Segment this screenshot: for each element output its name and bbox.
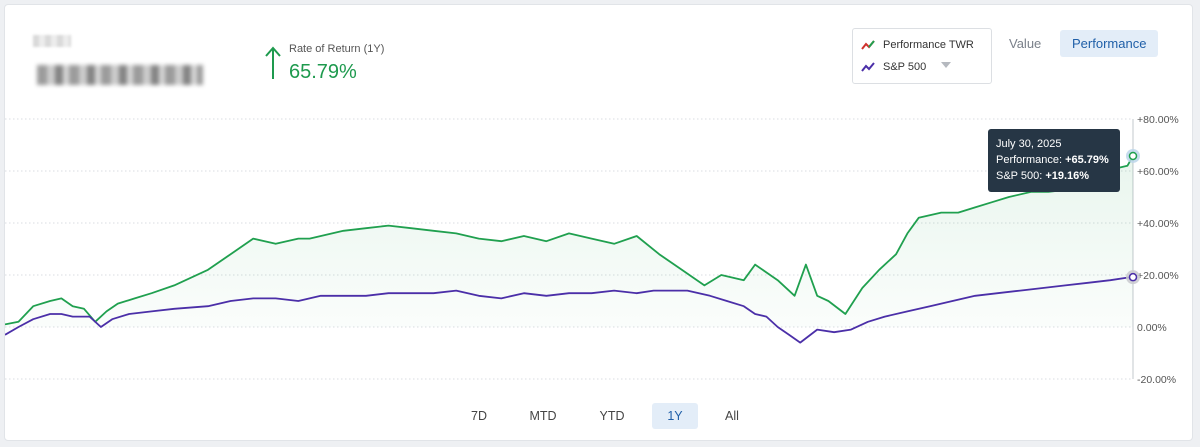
y-tick-label: 0.00% [1137,322,1167,334]
chart-legend[interactable]: Performance TWR S&P 500 [852,28,992,84]
chart-tooltip: July 30, 2025 Performance: +65.79% S&P 5… [988,129,1120,192]
y-tick-label: +20.00% [1137,270,1179,282]
chevron-down-icon[interactable] [941,62,951,68]
y-axis-ticks: +80.00% +60.00% +40.00% +20.00% 0.00% -20.00% [1137,114,1179,386]
performance-chart[interactable]: +80.00% +60.00% +40.00% +20.00% 0.00% -20.00% [5,5,1193,441]
legend-label-performance: Performance TWR [883,39,974,51]
tooltip-performance: Performance: +65.79% [996,152,1112,168]
chart-lines [5,155,1134,344]
hover-markers [1126,148,1140,285]
performance-area [5,155,1133,327]
redacted-account-value [37,65,203,85]
tooltip-performance-label: Performance: [996,154,1063,166]
value-toggle-button[interactable]: Value [1009,36,1042,51]
y-tick-label: +80.00% [1137,114,1179,126]
legend-item-sp500: S&P 500 [861,59,926,75]
sp500-line-icon [861,62,875,72]
tooltip-sp500-label: S&P 500: [996,170,1043,182]
y-tick-label: +40.00% [1137,218,1179,230]
tooltip-sp500-value: +19.16% [1045,170,1090,182]
legend-item-performance: Performance TWR [861,37,974,53]
tooltip-performance-value: +65.79% [1065,154,1109,166]
sp500-series-line [5,276,1134,344]
performance-fill-area [5,155,1133,327]
tooltip-date: July 30, 2025 [996,138,1062,150]
range-button-mtd[interactable]: MTD [529,409,557,423]
tooltip-sp500: S&P 500: +19.16% [996,168,1112,184]
performance-hover-marker [1128,151,1138,161]
redacted-account-label [33,35,71,47]
redacted-account-name [33,35,203,87]
performance-series-line [5,155,1134,326]
range-button-ytd[interactable]: YTD [599,409,625,423]
range-button-all[interactable]: All [725,409,739,423]
performance-toggle-button[interactable]: Performance [1060,30,1159,57]
ror-label: Rate of Return (1Y) [289,43,385,55]
range-button-7d[interactable]: 7D [471,409,487,423]
y-tick-label: -20.00% [1137,374,1176,386]
sp500-hover-marker [1128,272,1138,282]
y-tick-label: +60.00% [1137,166,1179,178]
performance-card: Rate of Return (1Y) 65.79% Performance T… [4,4,1193,441]
ror-value: 65.79% [289,61,357,83]
legend-label-sp500: S&P 500 [883,61,927,73]
range-button-1y[interactable]: 1Y [652,403,698,429]
performance-line-icon [861,40,875,50]
up-arrow-icon [265,46,281,79]
